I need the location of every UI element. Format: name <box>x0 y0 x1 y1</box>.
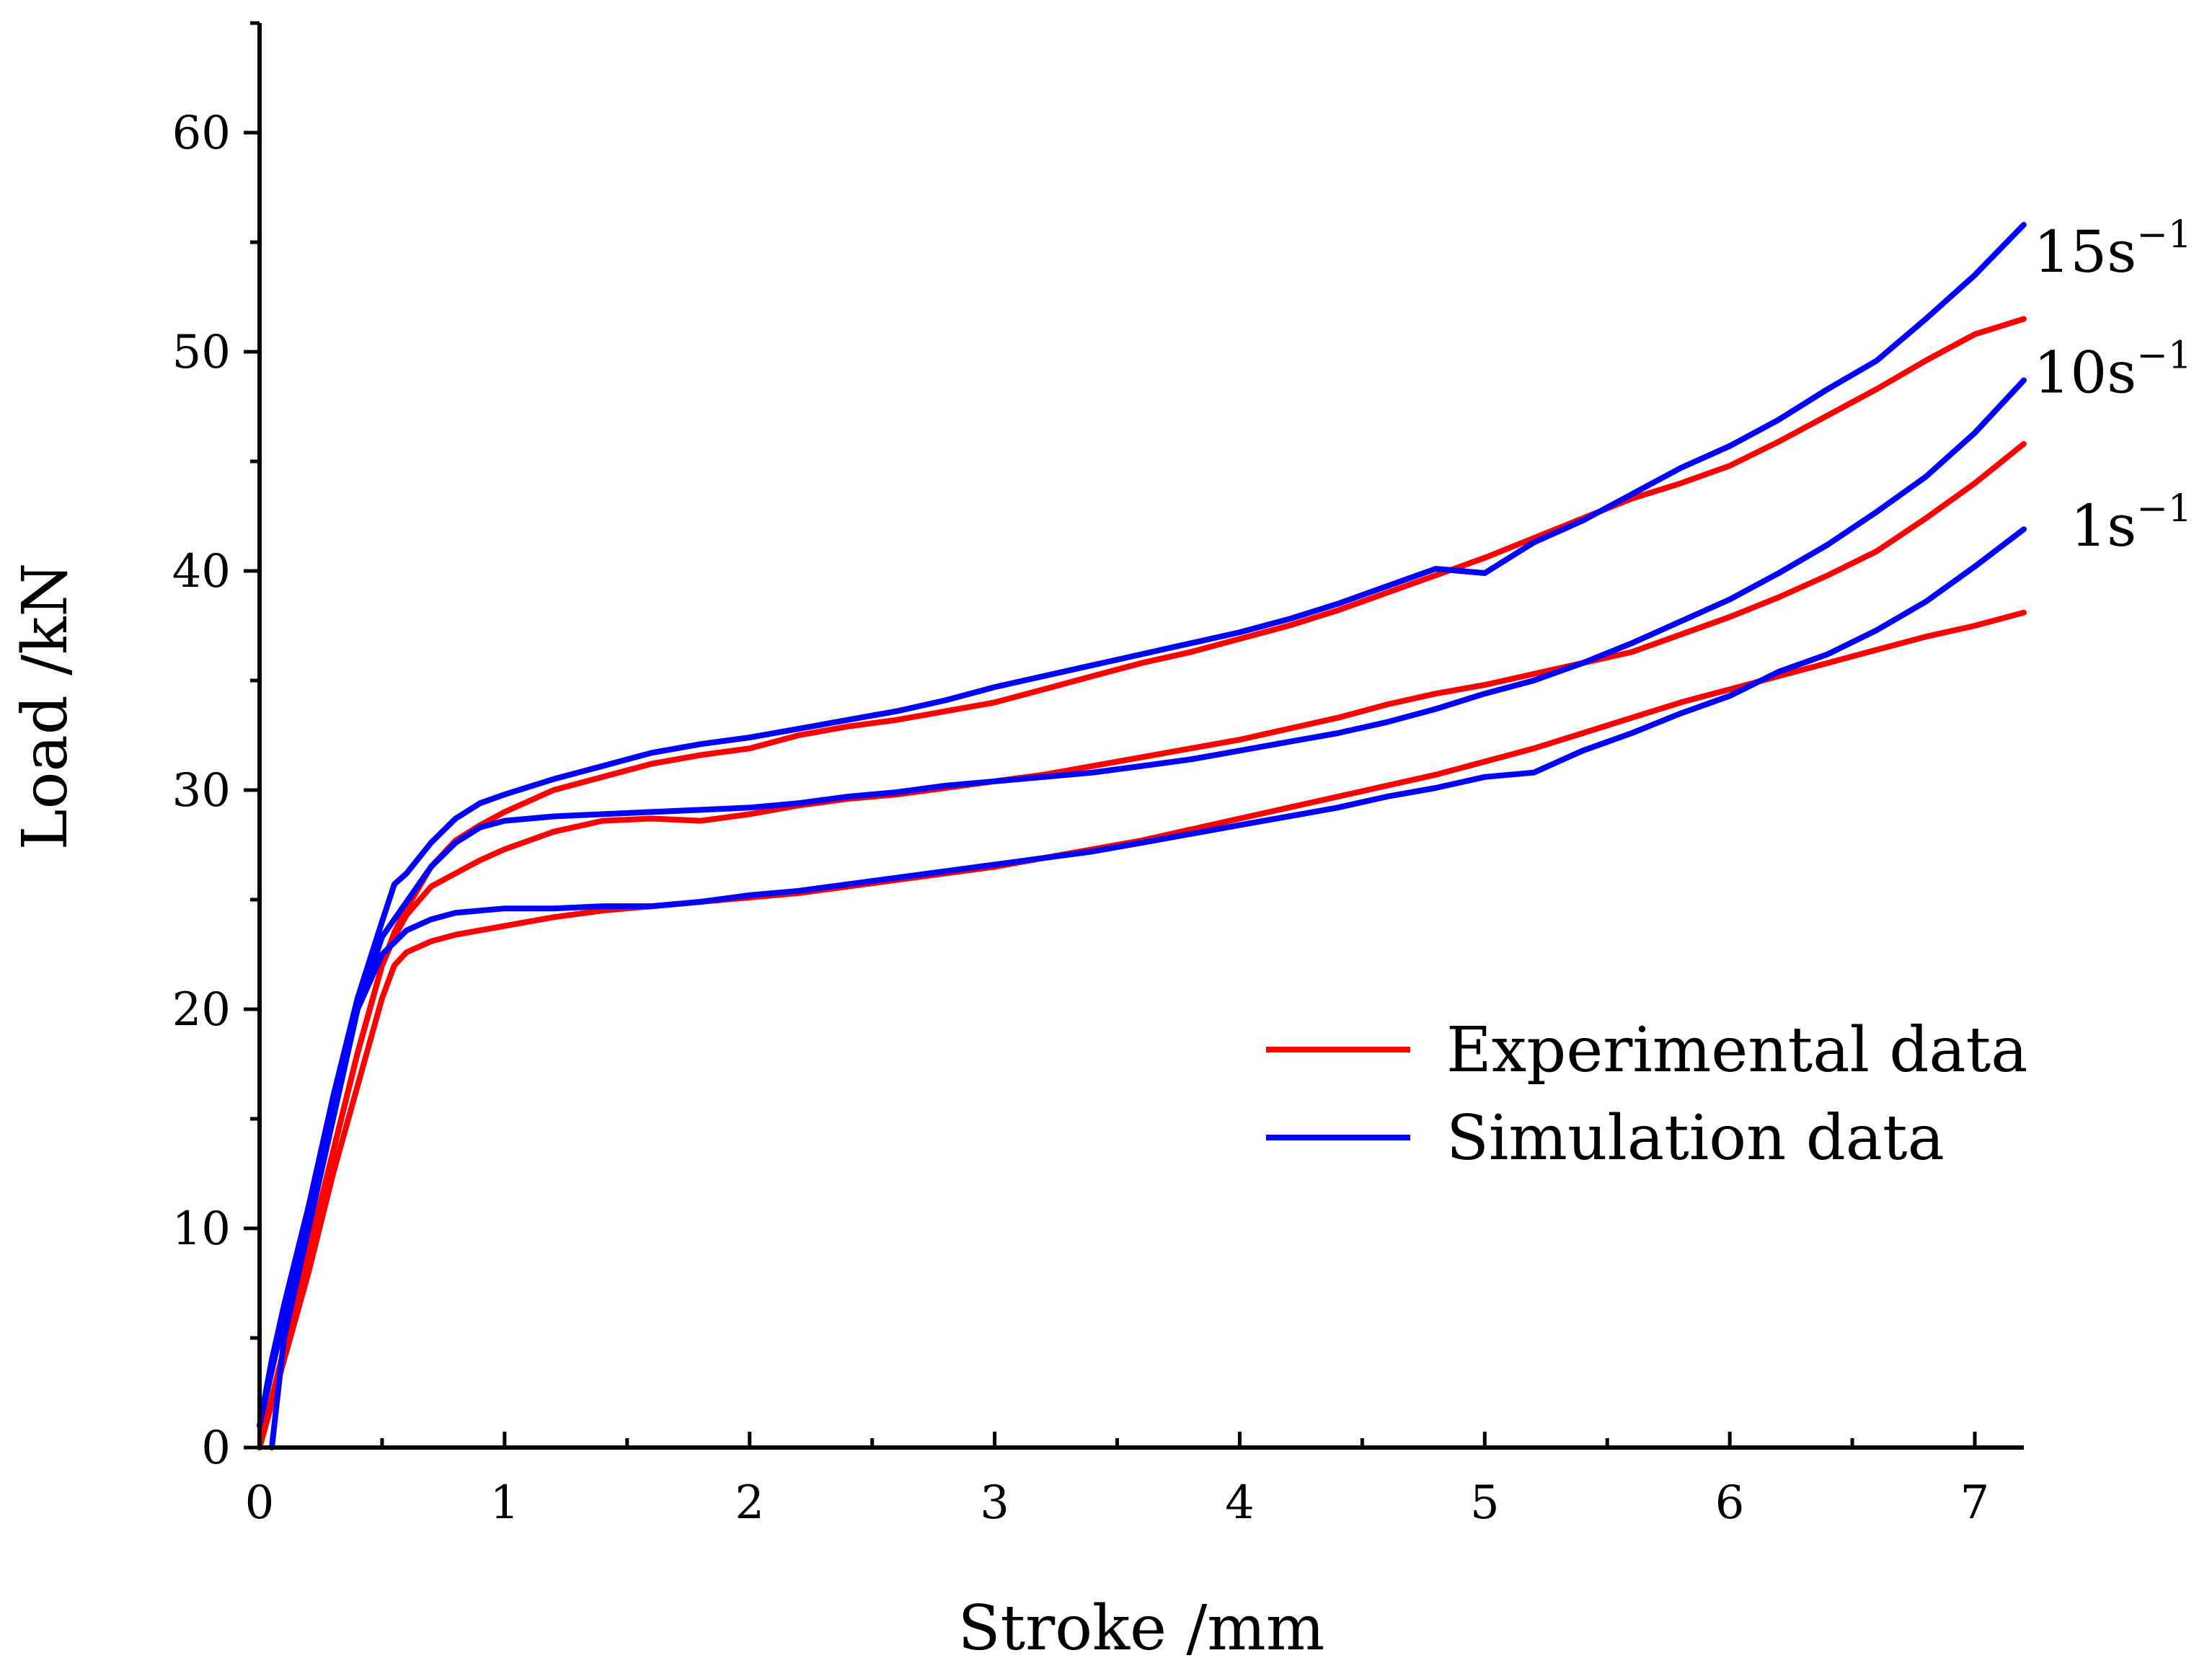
x-tick-label: 4 <box>1225 1476 1255 1530</box>
series-line-2 <box>257 440 2027 1450</box>
series-line-0 <box>257 316 2027 1450</box>
strain-rate-value: 15s <box>2033 218 2136 285</box>
strain-rate-exponent: −1 <box>2136 334 2192 377</box>
legend-label-simulation: Simulation data <box>1446 1102 1945 1174</box>
y-ticks: 0 10 20 30 40 50 60 <box>172 21 260 1475</box>
strain-rate-value: 1s <box>2070 492 2136 559</box>
strain-rate-exponent: −1 <box>2136 487 2192 531</box>
y-tick-label: 60 <box>172 107 231 160</box>
x-tick-label: 1 <box>490 1476 520 1530</box>
series-line-3 <box>257 377 2027 1429</box>
y-tick-label: 40 <box>172 545 231 598</box>
strain-rate-label: 10s−1 <box>2033 334 2192 406</box>
legend: Experimental data Simulation data <box>1266 1014 2028 1174</box>
x-tick-label: 6 <box>1715 1476 1745 1530</box>
strain-rate-value: 10s <box>2033 339 2136 406</box>
x-tick-label: 7 <box>1960 1476 1990 1530</box>
plot-area <box>257 221 2027 1450</box>
y-axis-title: Load /kN <box>9 563 81 851</box>
x-ticks: 0 1 2 3 4 5 6 7 <box>245 1432 1990 1530</box>
y-tick-label: 20 <box>172 983 231 1037</box>
y-tick-label: 30 <box>172 764 231 817</box>
series-line-5 <box>269 526 2027 1450</box>
y-tick-label: 10 <box>172 1202 231 1256</box>
x-tick-label: 3 <box>980 1476 1009 1530</box>
x-tick-label: 5 <box>1470 1476 1500 1530</box>
y-tick-label: 50 <box>172 326 231 379</box>
legend-label-experimental: Experimental data <box>1446 1014 2028 1086</box>
strain-rate-label: 1s−1 <box>2070 487 2192 559</box>
series-line-1 <box>257 221 2027 1429</box>
strain-rate-exponent: −1 <box>2136 213 2192 257</box>
x-axis-title: Stroke /mm <box>958 1592 1325 1665</box>
x-tick-label: 0 <box>245 1476 275 1530</box>
y-tick-label: 0 <box>201 1422 231 1475</box>
strain-rate-label: 15s−1 <box>2033 213 2192 285</box>
x-tick-label: 2 <box>735 1476 764 1530</box>
axes <box>257 23 2024 1450</box>
